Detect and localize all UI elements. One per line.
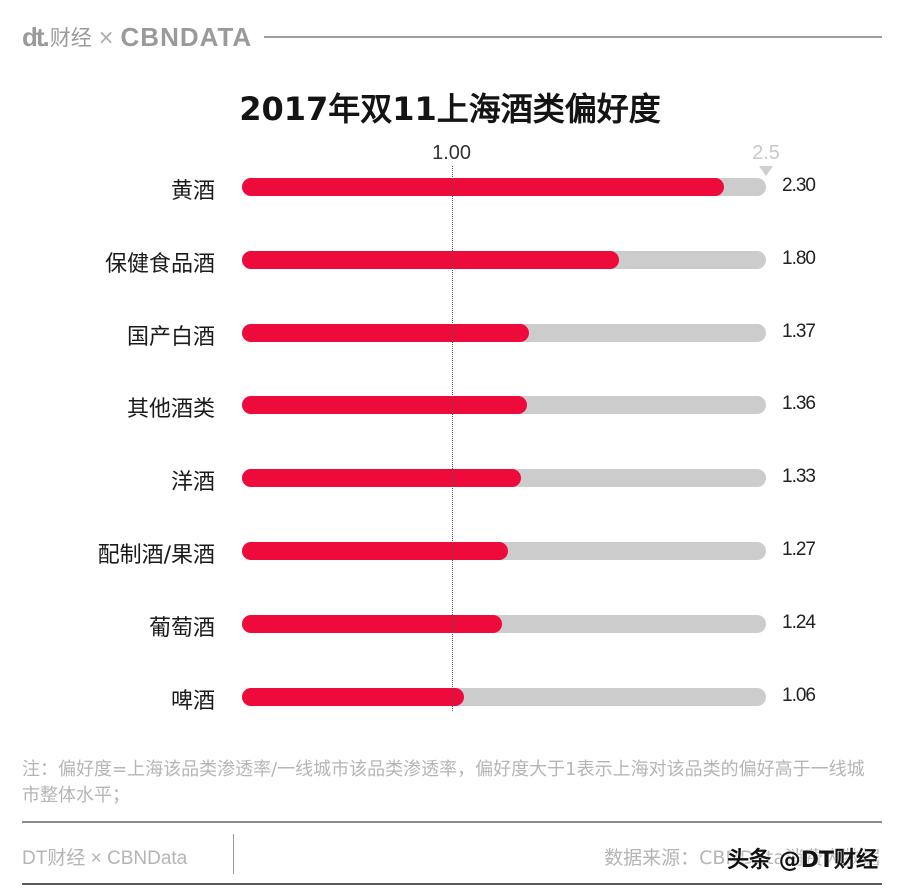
- bar-fill: [242, 542, 509, 560]
- bar-track: [242, 687, 766, 706]
- bar-fill: [242, 469, 521, 488]
- bar-row: 葡萄酒 1.24: [0, 604, 900, 644]
- header: dt. 财经 × CBNDATA: [22, 20, 882, 54]
- header-divider: [264, 36, 882, 38]
- bar-track: [242, 396, 766, 415]
- bar-chart: 1.00 2.5 黄酒 2.30 保健食品酒 1.80 国产白酒 1.37 其他酒类 1.36…: [0, 142, 900, 717]
- bar-fill: [242, 323, 530, 342]
- value-label: 1.36: [782, 393, 816, 415]
- bar-track: [242, 178, 766, 196]
- category-label: 配制酒/果酒: [97, 543, 215, 568]
- bar-row: 配制酒/果酒 1.27: [0, 531, 900, 571]
- logo-dt: dt.: [22, 21, 50, 52]
- footnote: 注：偏好度=上海该品类渗透率/一线城市该品类渗透率，偏好度大于1表示上海对该品类…: [22, 759, 865, 806]
- bar-row: 啤酒 1.06: [0, 677, 900, 717]
- chart-title: 2017年双11上海酒类偏好度: [239, 90, 661, 128]
- brand-logo: dt. 财经 × CBNDATA: [22, 22, 252, 53]
- data-source: 数据来源：CBNData消费大数据: [604, 847, 880, 869]
- bar-row: 其他酒类 1.36: [0, 385, 900, 425]
- axis-max-label: 2.5: [752, 142, 780, 164]
- value-label: 1.33: [782, 466, 816, 488]
- bar-fill: [242, 250, 620, 269]
- bar-row: 洋酒 1.33: [0, 458, 900, 498]
- logo-cross: ×: [97, 25, 115, 49]
- value-label: 1.06: [782, 684, 816, 706]
- footer-brand: DT财经 × CBNData: [22, 848, 188, 869]
- bar-track: [242, 323, 766, 342]
- bar-track: [242, 542, 766, 560]
- bar-track: [242, 250, 766, 269]
- value-label: 1.80: [782, 247, 816, 269]
- bar-fill: [242, 178, 725, 196]
- category-label: 国产白酒: [126, 324, 215, 350]
- value-label: 1.27: [782, 539, 816, 560]
- value-label: 2.30: [782, 175, 816, 196]
- bar-fill: [242, 396, 528, 415]
- bar-fill: [242, 687, 465, 706]
- category-label: 葡萄酒: [148, 615, 215, 641]
- category-label: 黄酒: [170, 179, 215, 204]
- logo-cbndata: CBNDATA: [120, 21, 253, 52]
- reference-line-label: 1.00: [432, 142, 472, 164]
- footer-top-divider: [22, 821, 882, 823]
- category-label: 啤酒: [170, 688, 215, 714]
- bar-row: 国产白酒 1.37: [0, 313, 900, 353]
- reference-line: [451, 166, 453, 711]
- bar-track: [242, 469, 766, 488]
- footer-bottom-divider: [22, 883, 882, 885]
- bar-track: [242, 614, 766, 633]
- axis-max-triangle-icon: [759, 166, 773, 176]
- bar-row: 保健食品酒 1.80: [0, 240, 900, 280]
- footer-vertical-divider: [233, 834, 234, 874]
- category-label: 保健食品酒: [104, 251, 215, 277]
- category-label: 其他酒类: [126, 397, 215, 423]
- value-label: 1.24: [782, 611, 816, 633]
- bar-row: 黄酒 2.30: [0, 167, 900, 207]
- logo-caijing: 财经: [49, 26, 92, 50]
- category-label: 洋酒: [170, 470, 215, 496]
- value-label: 1.37: [782, 320, 816, 342]
- watermark: 头条 @DT财经: [727, 848, 878, 873]
- bar-fill: [242, 614, 502, 633]
